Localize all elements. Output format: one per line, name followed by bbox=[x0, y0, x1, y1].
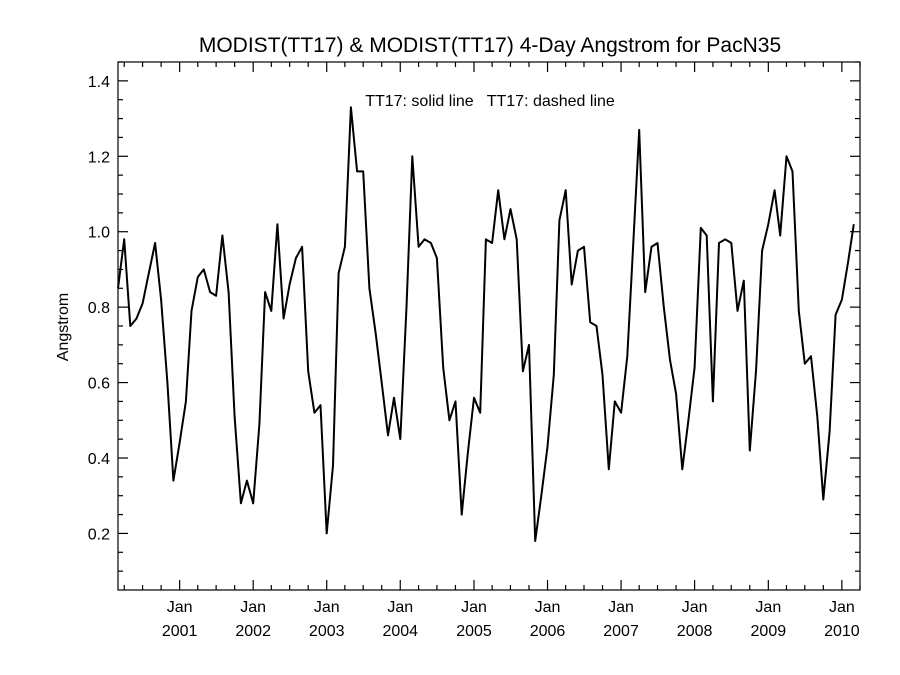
x-tick-month: Jan bbox=[240, 599, 266, 616]
y-tick-label: 0.6 bbox=[88, 376, 110, 393]
y-tick-label: 0.2 bbox=[88, 526, 110, 543]
x-tick-year: 2007 bbox=[603, 623, 639, 640]
x-tick-month: Jan bbox=[829, 599, 855, 616]
y-tick-label: 0.8 bbox=[88, 300, 110, 317]
x-tick-year: 2005 bbox=[456, 623, 492, 640]
x-tick-year: 2002 bbox=[235, 623, 271, 640]
y-tick-label: 1.0 bbox=[88, 225, 110, 242]
y-axis-label: Angstrom bbox=[55, 293, 72, 361]
x-tick-month: Jan bbox=[755, 599, 781, 616]
x-tick-month: Jan bbox=[387, 599, 413, 616]
chart-annotation: TT17: solid line TT17: dashed line bbox=[365, 93, 615, 110]
series-layer bbox=[117, 106, 855, 542]
x-tick-year: 2008 bbox=[677, 623, 713, 640]
y-tick-label: 1.2 bbox=[88, 149, 110, 166]
x-tick-month: Jan bbox=[608, 599, 634, 616]
x-tick-month: Jan bbox=[682, 599, 708, 616]
y-axis-ticks: 0.2 0.4 0.6 0.8 1.0 1.2 1.4 bbox=[88, 61, 860, 572]
x-tick-year: 2004 bbox=[382, 623, 418, 640]
x-tick-month: Jan bbox=[461, 599, 487, 616]
x-tick-year: 2003 bbox=[309, 623, 345, 640]
x-tick-month: Jan bbox=[167, 599, 193, 616]
series-line bbox=[117, 106, 855, 542]
chart-title: MODIST(TT17) & MODIST(TT17) 4-Day Angstr… bbox=[199, 34, 781, 57]
y-tick-label: 0.4 bbox=[88, 451, 110, 468]
x-tick-year: 2001 bbox=[162, 623, 198, 640]
x-tick-month: Jan bbox=[314, 599, 340, 616]
y-tick-label: 1.4 bbox=[88, 74, 110, 91]
x-tick-year: 2010 bbox=[824, 623, 860, 640]
x-tick-year: 2009 bbox=[751, 623, 787, 640]
x-tick-year: 2006 bbox=[530, 623, 566, 640]
x-tick-month: Jan bbox=[535, 599, 561, 616]
x-axis-ticks: Jan 2001 Jan 2002 Jan 2003 Jan 2004 Jan 2005 Jan 20… bbox=[123, 62, 861, 640]
